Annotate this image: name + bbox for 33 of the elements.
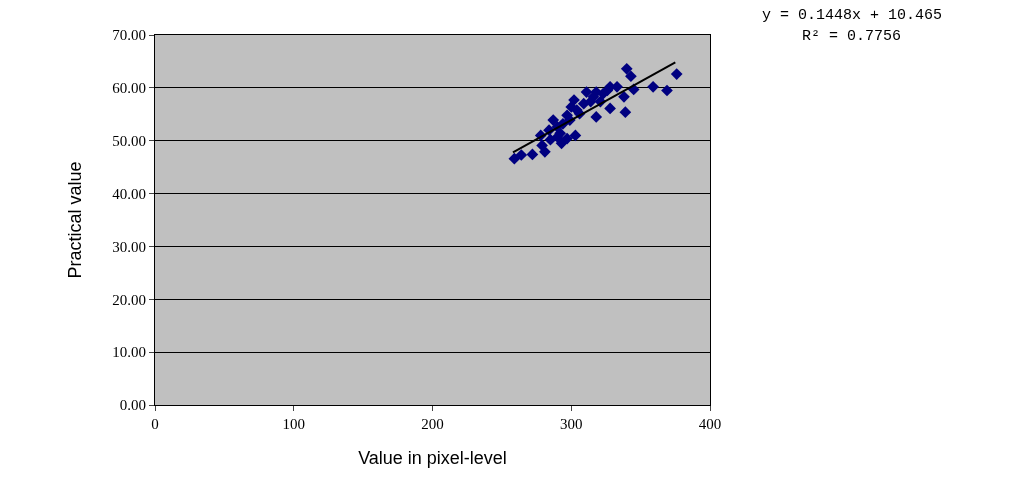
point [590,111,603,123]
y-tick-label: 50.00 [112,132,146,149]
text: y = 0.1448x + 10.465 [762,7,943,24]
x-axis-title: Value in pixel-level [358,448,507,469]
point [670,68,683,80]
point [620,62,633,75]
y-tick-label: 30.00 [112,238,146,255]
y-axis-title: Practical value [65,161,86,279]
point [625,70,637,83]
point [661,84,673,97]
point [647,80,659,93]
y-tick-label: 40.00 [112,185,146,202]
point [604,102,616,115]
point [515,149,528,161]
point [508,152,521,165]
y-tick-label: 70.00 [112,27,146,44]
y-tick-label: 20.00 [112,291,146,308]
x-tick-label: 200 [421,416,444,432]
point [577,97,590,110]
text: R² = 0.7756 [802,28,902,45]
point [618,90,630,103]
y-tick-label: 10.00 [112,344,146,361]
x-tick-label: 400 [698,416,722,432]
y-tick-label: 60.00 [112,80,146,97]
point [580,86,593,98]
x-tick-label: 100 [282,416,305,432]
x-tick-label: 300 [560,416,583,432]
y-tick-label: 0.00 [119,397,146,414]
x-tick-label: 0 [151,416,159,432]
point [569,129,582,142]
point [619,106,632,119]
point [547,114,560,126]
point [526,148,539,161]
